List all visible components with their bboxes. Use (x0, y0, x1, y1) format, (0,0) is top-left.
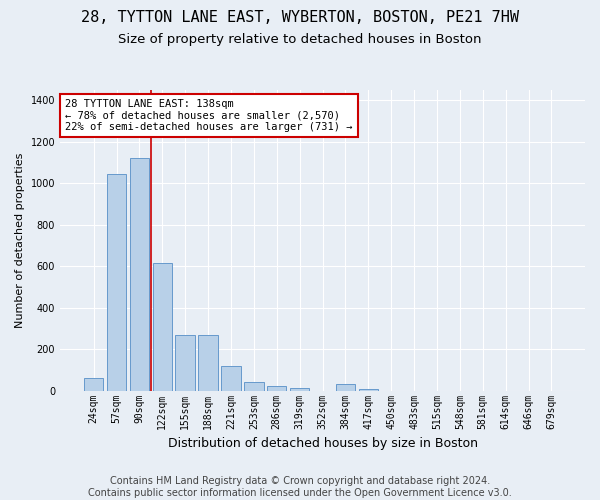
Bar (267, 386, 286, 390)
Text: 28, TYTTON LANE EAST, WYBERTON, BOSTON, PE21 7HW: 28, TYTTON LANE EAST, WYBERTON, BOSTON, … (81, 10, 519, 25)
Text: 28 TYTTON LANE EAST: 138sqm
← 78% of detached houses are smaller (2,570)
22% of : 28 TYTTON LANE EAST: 138sqm ← 78% of det… (65, 99, 353, 132)
Bar (221, 366, 241, 390)
Bar (244, 382, 263, 390)
Text: Size of property relative to detached houses in Boston: Size of property relative to detached ho… (118, 32, 482, 46)
Bar (175, 334, 195, 390)
Bar (107, 174, 126, 390)
Bar (290, 388, 310, 390)
Text: Contains HM Land Registry data © Crown copyright and database right 2024.
Contai: Contains HM Land Registry data © Crown c… (88, 476, 512, 498)
X-axis label: Distribution of detached houses by size in Boston: Distribution of detached houses by size … (167, 437, 478, 450)
Bar (359, 388, 378, 390)
Bar (84, 378, 103, 390)
Y-axis label: Number of detached properties: Number of detached properties (15, 152, 25, 328)
Bar (335, 384, 355, 390)
Bar (130, 158, 149, 390)
Bar (152, 263, 172, 390)
Bar (199, 334, 218, 390)
